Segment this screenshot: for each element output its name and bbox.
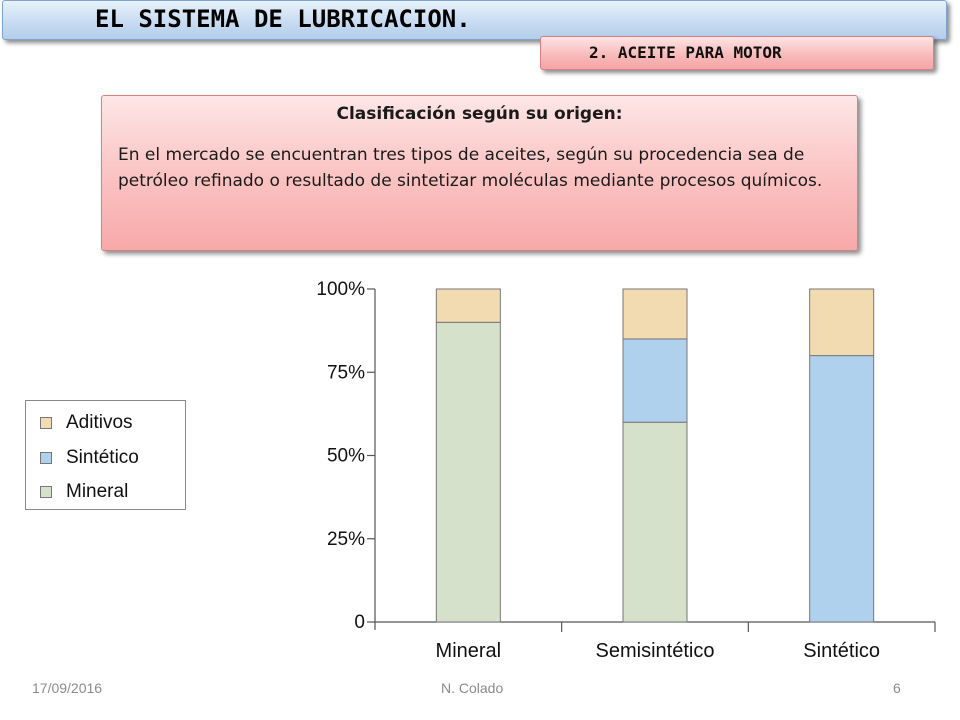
y-tick-label: 25%	[327, 529, 365, 550]
legend-label-sintetico: Sintético	[66, 447, 139, 468]
chart-legend: Aditivos Sintético Mineral	[25, 400, 186, 510]
page-title: EL SISTEMA DE LUBRICACION.	[95, 5, 471, 33]
legend-item-sintetico: Sintético	[40, 446, 139, 470]
y-tick-label: 0	[354, 612, 365, 633]
legend-swatch-mineral	[40, 486, 52, 498]
info-box: Clasificación según su origen: En el mer…	[101, 95, 858, 251]
x-tick-label: Semisintético	[596, 640, 715, 662]
legend-swatch-aditivos	[40, 417, 52, 429]
y-tick-label: 100%	[316, 279, 365, 300]
y-tick-label: 75%	[327, 362, 365, 383]
x-tick-label: Sintético	[803, 640, 880, 662]
legend-label-aditivos: Aditivos	[66, 412, 133, 433]
info-heading: Clasificación según su origen:	[336, 104, 623, 124]
footer-date: 17/09/2016	[32, 680, 103, 696]
title-banner: EL SISTEMA DE LUBRICACION.	[2, 0, 947, 40]
bar-segment	[435, 321, 501, 623]
legend-swatch-sintetico	[40, 452, 52, 464]
info-body: En el mercado se encuentran tres tipos d…	[118, 145, 823, 191]
bar-segment	[622, 338, 688, 423]
legend-item-aditivos: Aditivos	[40, 411, 133, 435]
bar-segment	[809, 288, 875, 357]
legend-item-mineral: Mineral	[40, 480, 128, 504]
page-subtitle: 2. ACEITE PARA MOTOR	[589, 43, 782, 62]
stacked-bar-chart: 0 25% 50% 75% 100% Mineral Semisintético Sintét…	[316, 279, 936, 662]
y-tick-label: 50%	[327, 446, 365, 467]
x-tick-label: Mineral	[436, 640, 502, 662]
subtitle-banner: 2. ACEITE PARA MOTOR	[540, 36, 934, 70]
bar-segment	[622, 288, 688, 340]
footer-author: N. Colado	[441, 680, 504, 696]
bar-segment	[809, 355, 875, 623]
legend-label-mineral: Mineral	[66, 481, 129, 502]
bar-segment	[622, 421, 688, 623]
bar-segment	[435, 288, 501, 323]
footer-page-number: 6	[893, 680, 901, 696]
